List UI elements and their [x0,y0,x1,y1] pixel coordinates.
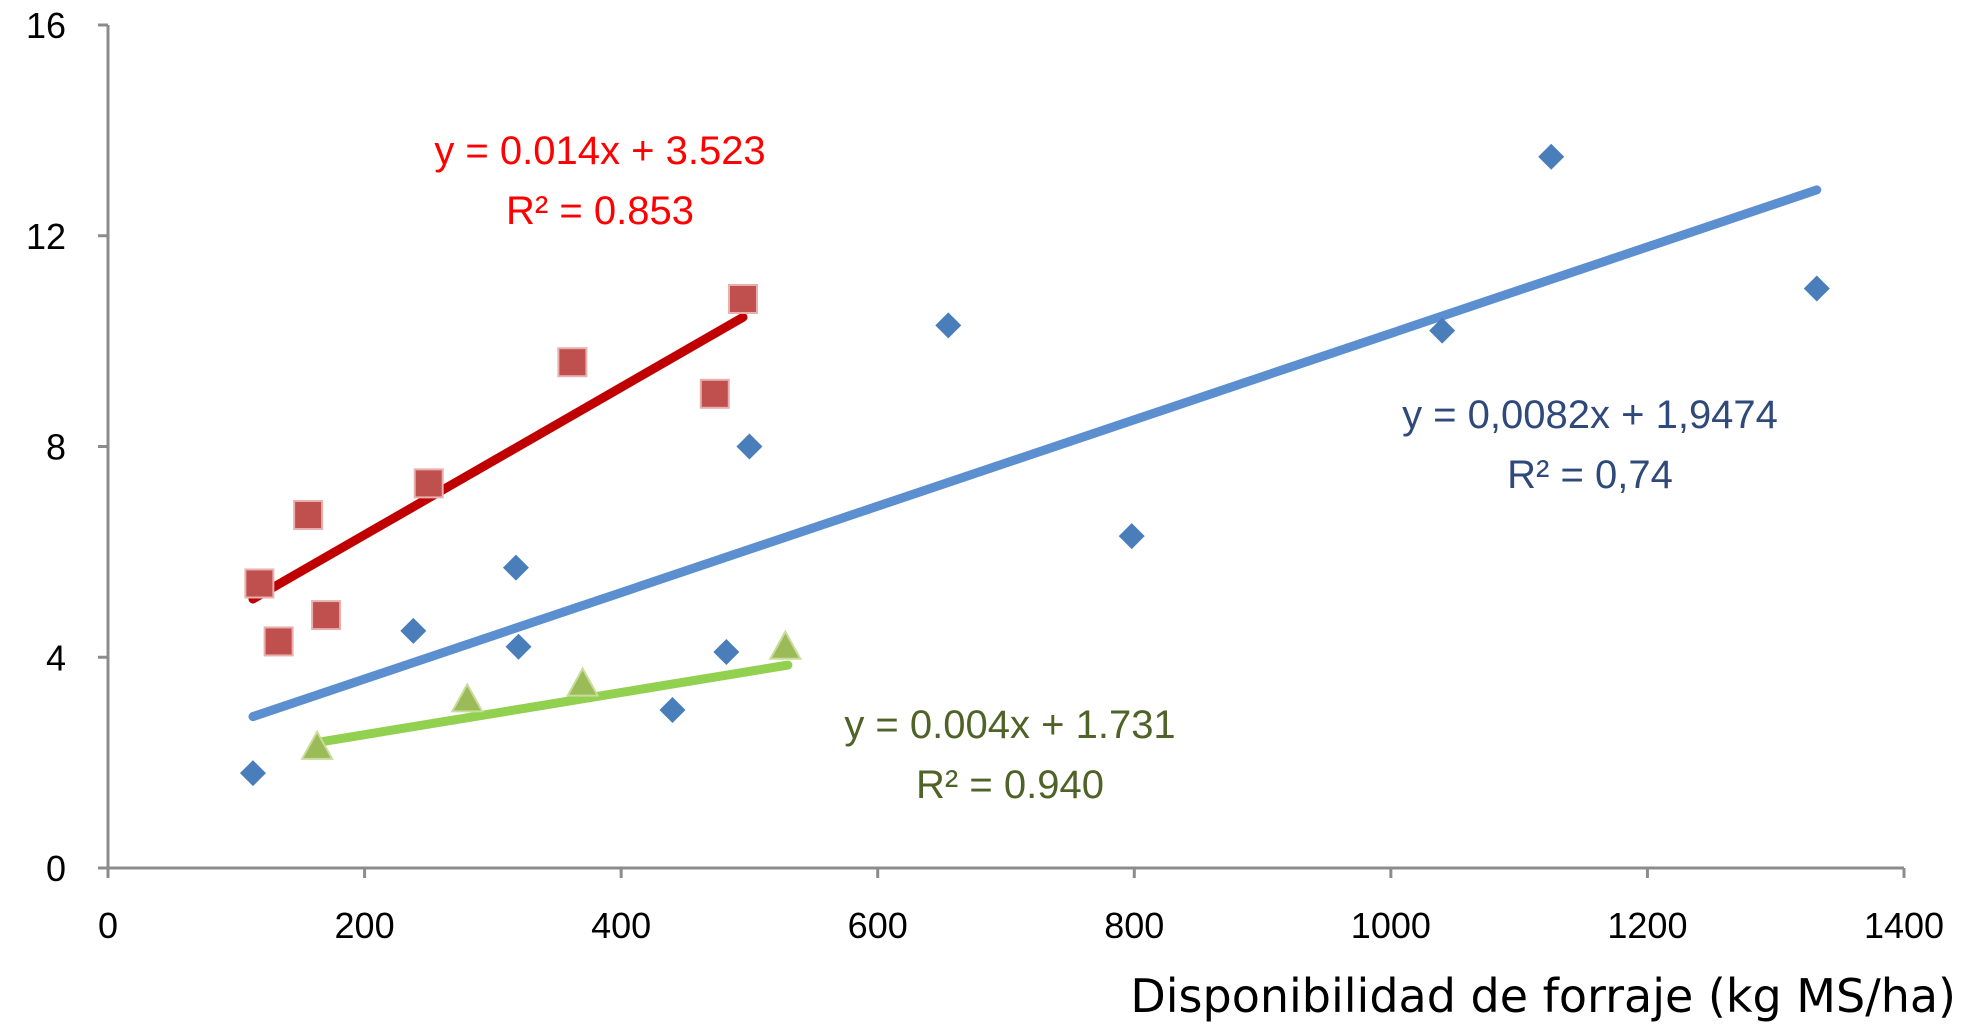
trendlines [248,185,1822,747]
square-marker [263,626,294,657]
y-tick-label: 12 [26,216,66,257]
trend-equation-3: y = 0.004x + 1.731 [844,703,1175,747]
square-marker [699,378,730,409]
diamond-marker [935,312,962,339]
diamond-marker [1803,275,1830,302]
y-tick-label: 16 [26,5,66,46]
trend-equation-2: y = 0.014x + 3.523 [434,129,765,173]
x-tick-label: 800 [1104,905,1164,946]
triangle-marker [768,629,803,660]
x-tick-label: 200 [335,905,395,946]
trendline-3 [315,660,793,747]
diamond-marker [1538,143,1565,170]
square-marker [293,499,324,530]
trendline-2 [248,312,748,604]
x-tick-label: 1200 [1607,905,1687,946]
square-marker [311,600,342,631]
triangle-marker [300,729,334,760]
trend-equation-1: y = 0,0082x + 1,9474 [1402,393,1778,437]
x-tick-label: 600 [848,905,908,946]
square-marker [728,283,759,314]
diamond-marker [505,633,532,660]
r-squared-3: R² = 0.940 [916,763,1104,807]
y-tick-label: 0 [46,848,66,889]
trendline-1 [248,185,1822,722]
equation-labels: y = 0,0082x + 1,9474 R² = 0,74 y = 0.014x … [434,129,1778,807]
diamond-marker [502,554,529,581]
diamond-marker [659,696,686,723]
x-tick-label: 1400 [1864,905,1944,946]
r-squared-2: R² = 0.853 [506,189,694,233]
x-tick-label: 1000 [1351,905,1431,946]
y-tick-label: 4 [46,637,66,678]
triangle-marker [450,682,484,713]
diamond-marker [400,617,427,644]
diamond-marker [1118,523,1145,550]
diamond-marker [1429,317,1456,344]
square-marker [413,468,444,499]
diamond-marker [713,638,740,665]
data-points [239,143,1830,787]
r-squared-1: R² = 0,74 [1507,453,1673,497]
square-marker [244,568,275,599]
x-tick-label: 400 [591,905,651,946]
x-axis-title: Disponibilidad de forraje (kg MS/ha) [1130,969,1956,1023]
axes: 0 4 8 12 16 0 200 400 600 800 1000 1200 1400 [26,5,1944,946]
diamond-marker [239,760,266,787]
diamond-marker [736,433,763,460]
y-tick-label: 8 [46,427,66,468]
square-marker [557,347,588,378]
triangle-marker [565,666,600,697]
x-tick-label: 0 [98,905,118,946]
